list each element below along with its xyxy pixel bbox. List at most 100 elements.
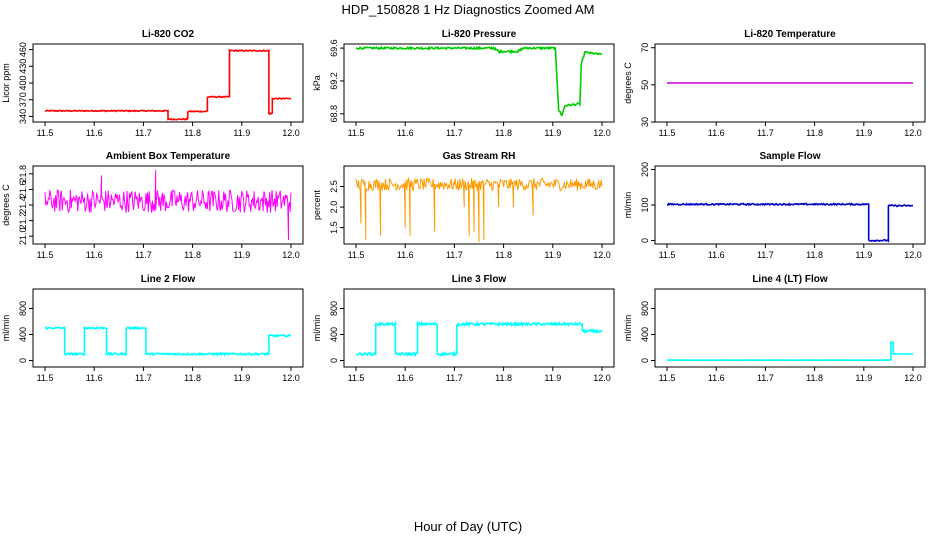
plot-frame xyxy=(343,288,615,368)
series-line-rh xyxy=(355,176,603,242)
x-tick-label: 12.0 xyxy=(904,128,922,138)
y-tick-label: 400 xyxy=(18,75,28,90)
y-tick-label: 400 xyxy=(640,327,650,342)
x-tick-label: 11.6 xyxy=(86,373,103,383)
y-tick-label: 50 xyxy=(640,80,650,90)
x-tick-label: 11.9 xyxy=(544,128,561,138)
x-tick-label: 11.9 xyxy=(855,373,872,383)
y-axis-label: degrees C xyxy=(1,184,11,226)
y-tick-label: 69.2 xyxy=(329,72,339,90)
x-tick-label: 11.6 xyxy=(397,128,414,138)
x-tick-label: 11.5 xyxy=(659,128,676,138)
x-tick-label: 11.7 xyxy=(135,128,152,138)
y-tick-label: 800 xyxy=(18,301,28,316)
x-tick-label: 11.7 xyxy=(135,250,152,260)
chart-panel-1: Li-820 CO2 Licor ppm 11.5 11.6 11.7 11.8 11.9 1… xyxy=(1,29,304,138)
y-tick-label: 370 xyxy=(18,92,28,107)
plot-frame xyxy=(343,165,615,245)
y-tick-label: 0 xyxy=(640,358,650,363)
y-tick-label: 30 xyxy=(640,117,650,127)
y-tick-label: 21.2 xyxy=(18,212,28,230)
x-tick-label: 11.8 xyxy=(806,250,823,260)
x-tick-label: 11.6 xyxy=(86,128,103,138)
figure-title: HDP_150828 1 Hz Diagnostics Zoomed AM xyxy=(342,2,595,17)
x-tick-label: 11.8 xyxy=(184,250,201,260)
plot-frame xyxy=(32,288,304,368)
x-tick-label: 11.7 xyxy=(446,373,463,383)
x-tick-label: 12.0 xyxy=(593,250,611,260)
plot-frame xyxy=(343,43,615,123)
panel-title: Line 3 Flow xyxy=(452,274,507,285)
y-tick-label: 430 xyxy=(18,59,28,74)
panels: Li-820 CO2 Licor ppm 11.5 11.6 11.7 11.8 11.9 1… xyxy=(1,29,926,383)
chart-panel-9: Line 4 (LT) Flow ml/min 11.5 11.6 11.7 11.8 11… xyxy=(623,274,926,383)
x-tick-label: 11.5 xyxy=(348,373,365,383)
y-axis-label: ml/min xyxy=(623,192,633,219)
chart-panel-2: Li-820 Pressure kPa 11.5 11.6 11.7 11.8 11.9 12… xyxy=(312,29,615,138)
y-tick-label: 69.6 xyxy=(329,39,339,57)
chart-panel-7: Line 2 Flow ml/min 11.5 11.6 11.7 11.8 11.9 12.… xyxy=(1,274,304,383)
chart-panel-5: Gas Stream RH percent 11.5 11.6 11.7 11.8 11.9… xyxy=(312,151,615,260)
y-tick-label: 2.0 xyxy=(329,201,339,214)
chart-panel-3: Li-820 Temperature degrees C 11.5 11.6 11.7 1… xyxy=(623,29,926,138)
x-tick-label: 11.5 xyxy=(659,250,676,260)
x-tick-label: 11.9 xyxy=(233,373,250,383)
x-tick-label: 11.8 xyxy=(495,128,512,138)
series-line-sample xyxy=(666,202,914,243)
x-tick-label: 11.7 xyxy=(757,373,774,383)
x-tick-label: 11.9 xyxy=(233,128,250,138)
x-tick-label: 11.9 xyxy=(855,128,872,138)
x-tick-label: 11.5 xyxy=(348,128,365,138)
x-tick-label: 12.0 xyxy=(593,373,611,383)
y-axis-label: kPa xyxy=(312,75,322,91)
panel-title: Li-820 Temperature xyxy=(744,29,836,40)
x-tick-label: 11.6 xyxy=(397,373,414,383)
x-tick-label: 11.9 xyxy=(855,250,872,260)
y-tick-label: 1.5 xyxy=(329,221,339,234)
x-tick-label: 11.7 xyxy=(135,373,152,383)
y-tick-label: 800 xyxy=(640,301,650,316)
y-tick-label: 0 xyxy=(329,358,339,363)
y-tick-label: 460 xyxy=(18,42,28,57)
y-tick-label: 400 xyxy=(329,327,339,342)
x-tick-label: 11.7 xyxy=(446,128,463,138)
x-tick-label: 11.6 xyxy=(708,373,725,383)
panel-title: Gas Stream RH xyxy=(443,151,516,162)
x-tick-label: 12.0 xyxy=(904,373,922,383)
x-tick-label: 12.0 xyxy=(904,250,922,260)
x-tick-label: 11.8 xyxy=(806,373,823,383)
series-line-box-temp xyxy=(44,169,292,241)
series-line-co2 xyxy=(44,48,292,121)
x-tick-label: 11.5 xyxy=(37,373,54,383)
x-tick-label: 11.6 xyxy=(708,250,725,260)
panel-title: Li-820 Pressure xyxy=(442,29,517,40)
x-tick-label: 11.5 xyxy=(659,373,676,383)
panel-title: Sample Flow xyxy=(759,151,820,162)
y-tick-label: 100 xyxy=(640,197,650,212)
y-tick-label: 70 xyxy=(640,43,650,53)
y-tick-label: 21.6 xyxy=(18,181,28,199)
x-tick-label: 11.5 xyxy=(37,128,54,138)
panel-title: Li-820 CO2 xyxy=(142,29,195,40)
y-tick-label: 340 xyxy=(18,109,28,124)
series-line-pressure xyxy=(355,45,603,117)
y-axis-label: ml/min xyxy=(312,315,322,342)
x-tick-label: 12.0 xyxy=(282,373,300,383)
plot-frame xyxy=(654,43,926,123)
x-tick-label: 11.6 xyxy=(86,250,103,260)
plot-frame xyxy=(654,288,926,368)
x-tick-label: 11.8 xyxy=(495,373,512,383)
y-axis-label: Licor ppm xyxy=(1,63,11,103)
y-tick-label: 400 xyxy=(18,327,28,342)
series-line-line-3 xyxy=(355,320,603,358)
y-tick-label: 800 xyxy=(329,301,339,316)
series-line-line-4 xyxy=(666,341,914,362)
x-tick-label: 11.5 xyxy=(37,250,54,260)
chart-panel-4: Ambient Box Temperature degrees C 11.5 11.6… xyxy=(1,151,304,260)
y-axis-label: ml/min xyxy=(1,315,11,342)
x-tick-label: 12.0 xyxy=(282,128,300,138)
x-tick-label: 11.5 xyxy=(348,250,365,260)
x-tick-label: 11.8 xyxy=(806,128,823,138)
chart-panel-6: Sample Flow ml/min 11.5 11.6 11.7 11.8 11.9 12.… xyxy=(623,151,926,260)
